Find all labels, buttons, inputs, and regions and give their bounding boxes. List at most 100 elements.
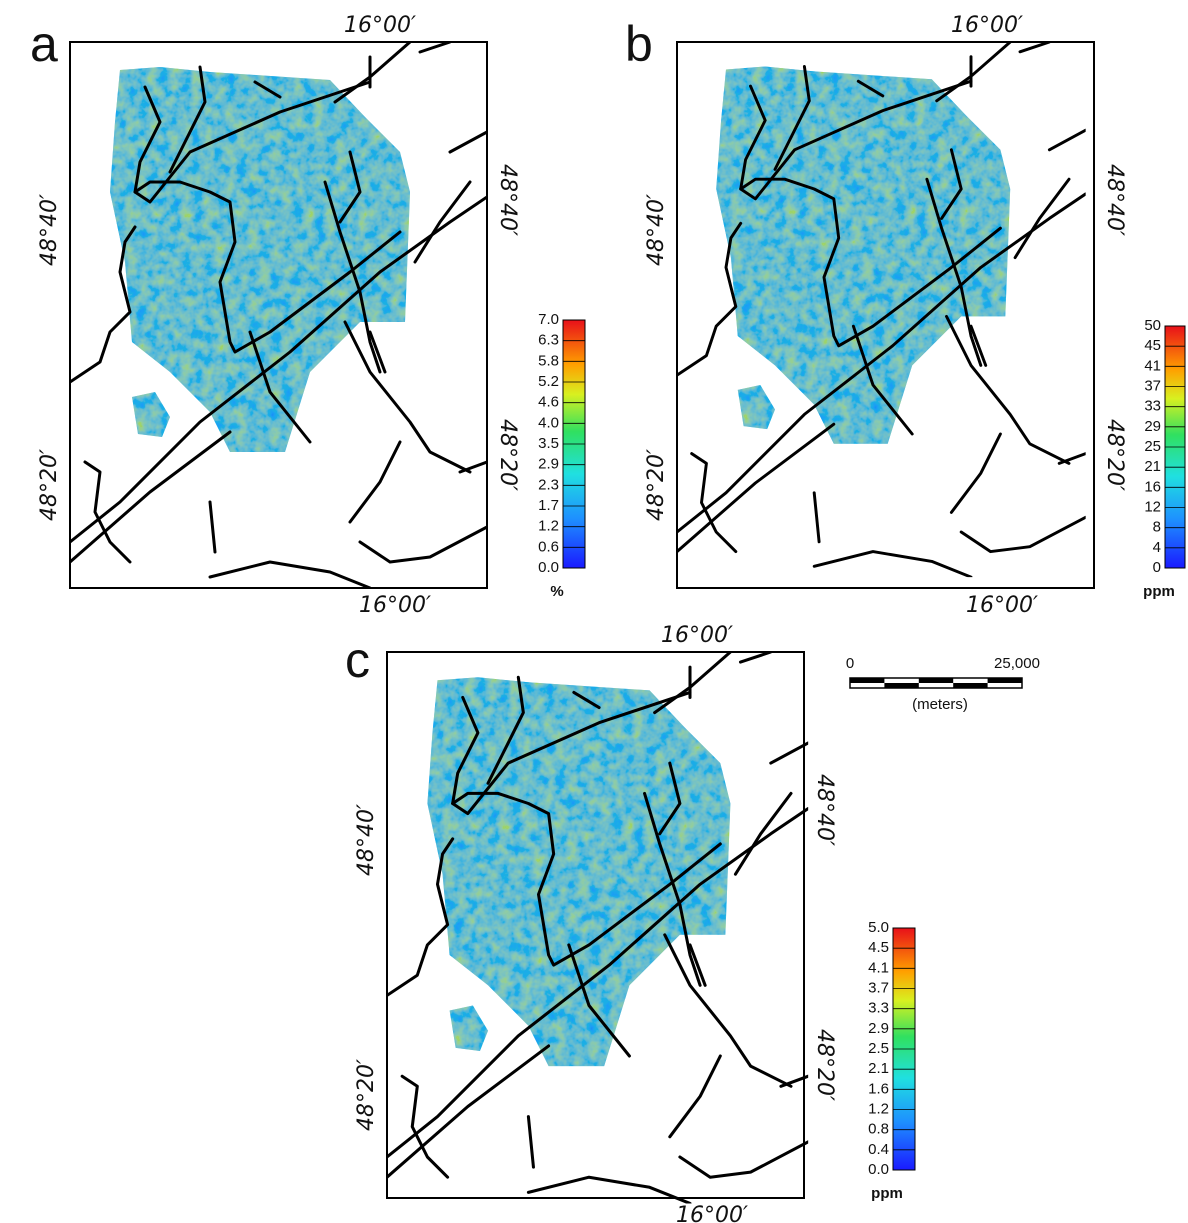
fault-line <box>526 1115 535 1169</box>
latitude-label: 48°20′ <box>1102 419 1127 491</box>
scale-bar-segment <box>987 678 1022 683</box>
fault-line <box>733 791 793 876</box>
scale-bar-segment <box>884 683 919 688</box>
colorbar-tick-label: 6.3 <box>538 332 559 349</box>
longitude-label: 16°00′ <box>676 1203 748 1223</box>
colorbar-tick-label: 33 <box>1144 398 1161 415</box>
colorbar-tick-label: 0.0 <box>538 559 559 576</box>
colorbar-tick-label: 1.6 <box>868 1080 889 1097</box>
panel-label: a <box>30 16 58 72</box>
colorbar-tick-label: 0 <box>1153 559 1161 576</box>
colorbar-tick-label: 3.7 <box>868 979 889 996</box>
map-frame <box>69 41 488 589</box>
fault-line <box>333 42 412 104</box>
fault-line <box>348 440 402 524</box>
colorbar-unit: ppm <box>871 1185 903 1202</box>
colorbar-tick-label: 0.4 <box>868 1141 889 1158</box>
fault-line <box>851 324 914 436</box>
longitude-label: 16°00′ <box>359 593 431 618</box>
fault-line <box>387 837 455 997</box>
longitude-label: 16°00′ <box>344 13 416 38</box>
colorbar-tick-label: 0.0 <box>868 1161 889 1178</box>
fault-line <box>1013 177 1071 260</box>
fault-line <box>773 65 811 171</box>
fault-line <box>448 130 487 154</box>
fault-line <box>253 80 282 99</box>
colorbar-tick-label: 41 <box>1144 357 1161 374</box>
survey-texture <box>737 385 775 430</box>
fault-line <box>678 1140 809 1179</box>
colorbar-tick-label: 8 <box>1153 519 1161 536</box>
fault-line <box>739 177 1002 348</box>
colorbar-tick-label: 4.0 <box>538 414 559 431</box>
fault-line <box>653 652 732 715</box>
colorbar-tick-label: 29 <box>1144 418 1161 435</box>
fault-line <box>677 422 836 554</box>
latitude-label: 48°20′ <box>812 1029 837 1101</box>
latitude-label: 48°40′ <box>644 194 669 266</box>
colorbar-tick-label: 0.6 <box>538 538 559 555</box>
fault-line <box>1018 42 1051 54</box>
fault-line <box>133 80 372 204</box>
fault-line <box>940 148 963 220</box>
map-frame <box>676 41 1095 589</box>
fault-line <box>738 652 773 664</box>
fault-line <box>935 42 1012 103</box>
survey-texture <box>427 677 731 1067</box>
survey-texture <box>132 392 170 437</box>
fault-line <box>358 525 487 564</box>
scale-bar-unit: (meters) <box>912 696 968 713</box>
fault-line <box>688 943 707 987</box>
scale-bar-label: 25,000 <box>994 655 1040 672</box>
fault-line <box>343 320 472 474</box>
colorbar-tick-label: 45 <box>1144 337 1161 354</box>
colorbar-tick-label: 1.2 <box>538 518 559 535</box>
survey-texture <box>716 66 1011 444</box>
fault-line <box>323 180 382 374</box>
fault-line <box>400 1074 450 1179</box>
colorbar-tick-label: 2.9 <box>538 456 559 473</box>
fault-line <box>812 550 973 578</box>
fault-line <box>677 192 1086 534</box>
fault-line <box>668 1054 722 1139</box>
fault-line <box>451 690 692 816</box>
colorbar-tick-label: 16 <box>1144 478 1161 495</box>
survey-texture <box>110 67 410 452</box>
fault-line <box>83 460 132 564</box>
latitude-label: 48°40′ <box>812 774 837 846</box>
colorbar-tick-label: 37 <box>1144 377 1161 394</box>
fault-line <box>387 807 809 1159</box>
fault-line <box>856 79 885 98</box>
fault-line <box>690 452 738 554</box>
fault-line <box>413 180 472 264</box>
fault-line <box>70 225 137 384</box>
map-content <box>387 652 809 1204</box>
latitude-label: 48°40′ <box>354 804 379 876</box>
colorbar-tick-label: 3.5 <box>538 435 559 452</box>
colorbar-tick-label: 3.3 <box>868 1000 889 1017</box>
fault-line <box>168 65 207 174</box>
fault-line <box>526 1175 692 1204</box>
fault-line <box>812 491 821 544</box>
fault-line <box>368 330 387 374</box>
fault-line <box>338 150 362 224</box>
colorbar-tick-label: 1.2 <box>868 1100 889 1117</box>
longitude-label: 16°00′ <box>966 593 1038 618</box>
map-content <box>677 42 1086 578</box>
latitude-label: 48°40′ <box>37 194 62 266</box>
scale-bar-segment <box>953 683 988 688</box>
colorbar-tick-label: 5.0 <box>868 919 889 936</box>
colorbar-tick-label: 2.5 <box>868 1040 889 1057</box>
fault-line <box>677 221 743 377</box>
colorbar-tick-label: 4.1 <box>868 959 889 976</box>
fault-line <box>387 1044 551 1179</box>
survey-texture <box>449 1005 488 1051</box>
colorbar-tick-label: 7.0 <box>538 311 559 328</box>
colorbar-tick-label: 1.7 <box>538 497 559 514</box>
colorbar-tick-label: 5.8 <box>538 352 559 369</box>
colorbar-tick-label: 4.6 <box>538 394 559 411</box>
fault-line <box>70 195 487 544</box>
fault-line <box>925 177 983 367</box>
panel-label: b <box>625 16 653 72</box>
fault-line <box>1057 452 1086 465</box>
